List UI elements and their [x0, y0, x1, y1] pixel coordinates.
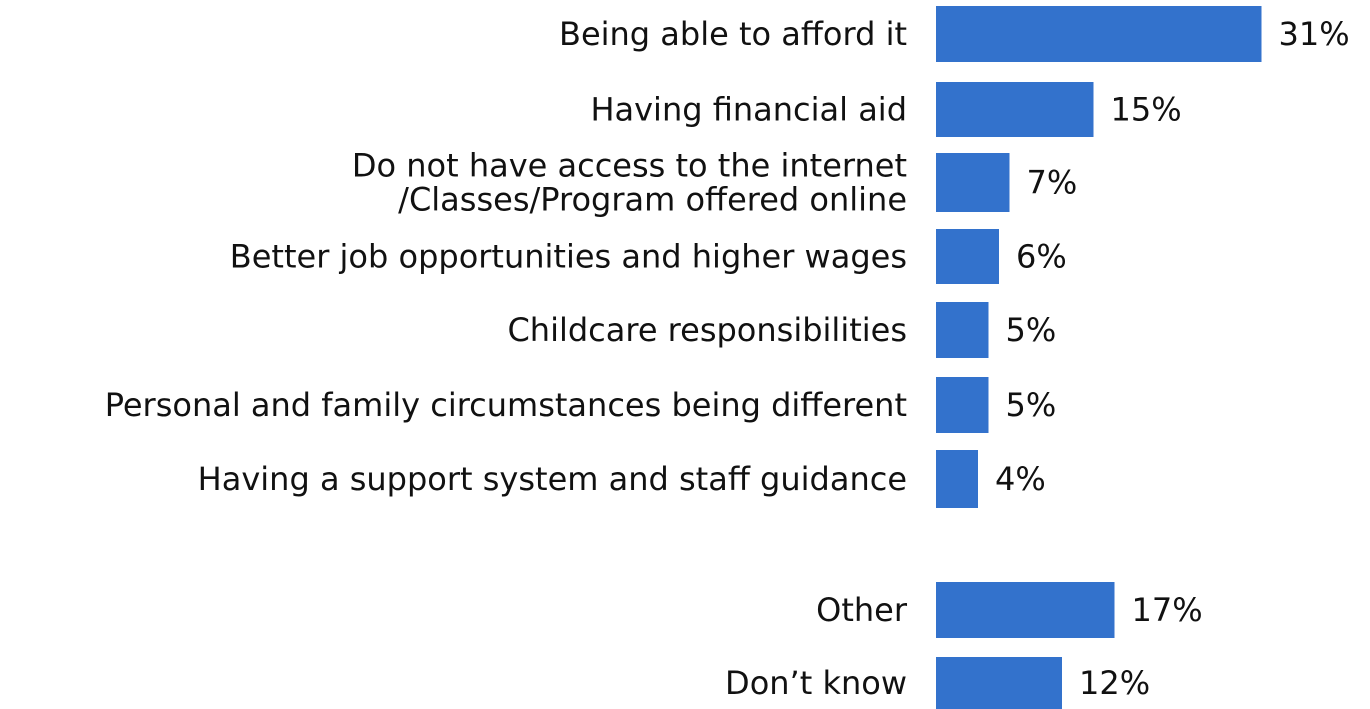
category-label-line: Better job opportunities and higher wage… — [230, 238, 907, 276]
value-label-1: 15% — [1111, 91, 1182, 129]
category-label-line: Being able to afford it — [559, 15, 907, 53]
category-label-7: Other — [816, 591, 908, 629]
category-label-0: Being able to afford it — [559, 15, 907, 53]
category-label-line: Having a support system and staff guidan… — [198, 460, 907, 498]
category-label-line: Childcare responsibilities — [507, 311, 907, 349]
value-label-3: 6% — [1016, 238, 1067, 276]
value-label-8: 12% — [1079, 664, 1150, 702]
value-labels-group: 31% 15% 7% 6% 5% 5% 4% 17% 12% — [995, 15, 1350, 702]
bar-8 — [936, 657, 1062, 709]
category-label-line: Other — [816, 591, 908, 629]
bars-group — [936, 6, 1262, 709]
category-label-6: Having a support system and staff guidan… — [198, 460, 907, 498]
bar-4 — [936, 302, 989, 358]
bar-7 — [936, 582, 1115, 638]
category-label-4: Childcare responsibilities — [507, 311, 907, 349]
value-label-2: 7% — [1027, 164, 1078, 202]
category-label-line: Do not have access to the internet — [352, 147, 907, 185]
value-label-4: 5% — [1006, 311, 1057, 349]
value-label-6: 4% — [995, 460, 1046, 498]
category-label-2: Do not have access to the internet/Class… — [352, 147, 907, 219]
bar-6 — [936, 450, 978, 508]
category-label-line: Having financial aid — [590, 91, 907, 129]
value-label-5: 5% — [1006, 386, 1057, 424]
category-label-8: Don’t know — [725, 664, 907, 702]
category-label-line: /Classes/Program offered online — [398, 181, 907, 219]
category-label-3: Better job opportunities and higher wage… — [230, 238, 907, 276]
value-label-0: 31% — [1279, 15, 1350, 53]
value-label-7: 17% — [1132, 591, 1203, 629]
bar-1 — [936, 82, 1094, 137]
category-label-5: Personal and family circumstances being … — [105, 386, 907, 424]
category-label-line: Don’t know — [725, 664, 907, 702]
bar-0 — [936, 6, 1262, 62]
category-label-1: Having financial aid — [590, 91, 907, 129]
bar-5 — [936, 377, 989, 433]
bar-3 — [936, 229, 999, 284]
bar-2 — [936, 153, 1010, 212]
category-label-line: Personal and family circumstances being … — [105, 386, 907, 424]
category-labels-group: Being able to afford it Having financial … — [105, 15, 908, 702]
